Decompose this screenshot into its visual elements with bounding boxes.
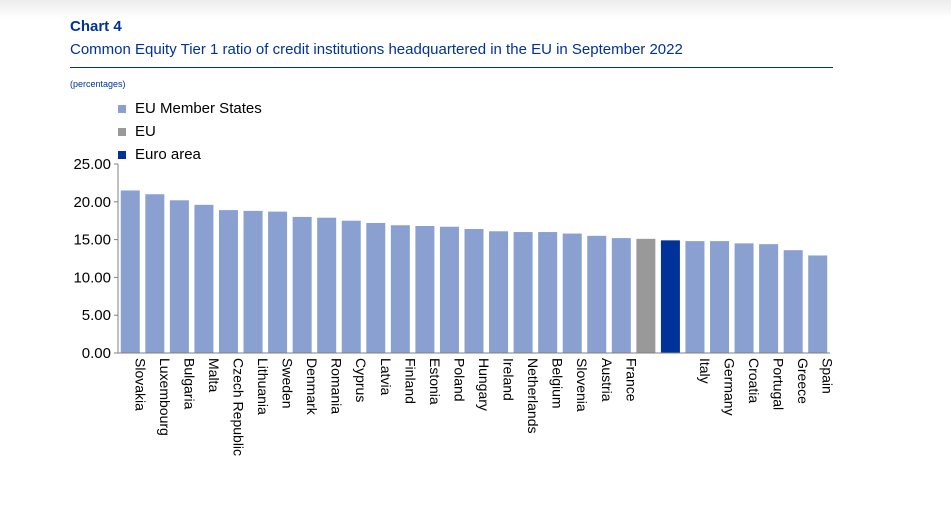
bar <box>366 222 386 353</box>
y-tick-label: 20.00 <box>73 194 111 211</box>
bar <box>685 241 705 353</box>
x-tick-label: Ireland <box>501 358 517 401</box>
bar <box>292 216 312 353</box>
bar <box>439 226 459 353</box>
x-tick-label: Bulgaria <box>181 358 197 410</box>
bar <box>268 211 288 353</box>
bar <box>734 243 754 353</box>
chart-title: Common Equity Tier 1 ratio of credit ins… <box>70 41 683 58</box>
bar <box>145 194 165 353</box>
bar <box>194 204 214 353</box>
x-tick-label: Spain <box>820 358 836 394</box>
y-tick-label: 25.00 <box>73 156 111 173</box>
bar <box>562 233 582 353</box>
x-tick-label: Germany <box>722 358 738 416</box>
legend-swatch-member-states <box>118 104 126 113</box>
x-tick-label: Poland <box>451 358 467 402</box>
bar <box>218 210 238 353</box>
legend-label-euro-area: Euro area <box>135 146 201 163</box>
x-tick-label: Netherlands <box>525 358 541 434</box>
bar <box>169 200 189 353</box>
bar <box>587 235 607 353</box>
x-tick-label: Sweden <box>280 358 296 409</box>
x-tick-label: Luxembourg <box>157 358 173 436</box>
x-tick-label: Austria <box>599 358 615 402</box>
legend-label-eu: EU <box>135 123 156 140</box>
legend-swatch-euro-area <box>118 150 126 159</box>
bar <box>120 190 140 353</box>
bar <box>636 238 656 353</box>
bar <box>317 217 337 353</box>
bar <box>611 238 631 353</box>
bar <box>489 231 509 353</box>
bar <box>759 244 779 353</box>
bar <box>243 210 263 353</box>
bar <box>783 250 803 353</box>
bar <box>513 232 533 353</box>
x-tick-label: Malta <box>206 358 222 392</box>
y-tick-label: 0.00 <box>82 345 111 362</box>
bar <box>341 220 361 353</box>
x-tick-label: Finland <box>402 358 418 404</box>
bar <box>710 241 730 353</box>
legend-item-member-states: EU Member States <box>118 97 262 120</box>
bar <box>390 225 410 353</box>
bar <box>808 255 828 353</box>
bar <box>464 229 484 353</box>
bar <box>660 240 680 353</box>
x-tick-label: Belgium <box>550 358 566 409</box>
legend-item-euro-area: Euro area <box>118 143 262 166</box>
x-tick-label: Slovenia <box>574 358 590 412</box>
legend-item-eu: EU <box>118 120 262 143</box>
x-tick-label: Portugal <box>771 358 787 410</box>
legend: EU Member States EU Euro area <box>118 97 262 166</box>
x-tick-label: France <box>623 358 639 402</box>
bar <box>538 232 558 353</box>
bar <box>415 225 435 353</box>
x-tick-label: Romania <box>329 358 345 414</box>
x-tick-label: Croatia <box>746 358 762 403</box>
x-tick-label: Slovakia <box>132 358 148 411</box>
x-tick-label: Denmark <box>304 358 320 416</box>
x-tick-label: Czech Republic <box>230 358 246 456</box>
legend-label-member-states: EU Member States <box>135 100 262 117</box>
x-tick-label: Cyprus <box>353 358 369 402</box>
units-label: (percentages) <box>70 79 126 89</box>
x-tick-label: Latvia <box>378 358 394 396</box>
title-divider <box>70 67 833 68</box>
x-tick-label: Greece <box>795 358 811 404</box>
y-tick-label: 5.00 <box>82 307 111 324</box>
chart-number: Chart 4 <box>70 18 122 35</box>
legend-swatch-eu <box>118 127 126 136</box>
x-tick-label: Hungary <box>476 358 492 411</box>
x-tick-label: Italy <box>697 358 713 384</box>
y-tick-label: 10.00 <box>73 269 111 286</box>
x-tick-label: Lithuania <box>255 358 271 415</box>
y-tick-label: 15.00 <box>73 232 111 249</box>
x-tick-label: Estonia <box>427 358 443 405</box>
